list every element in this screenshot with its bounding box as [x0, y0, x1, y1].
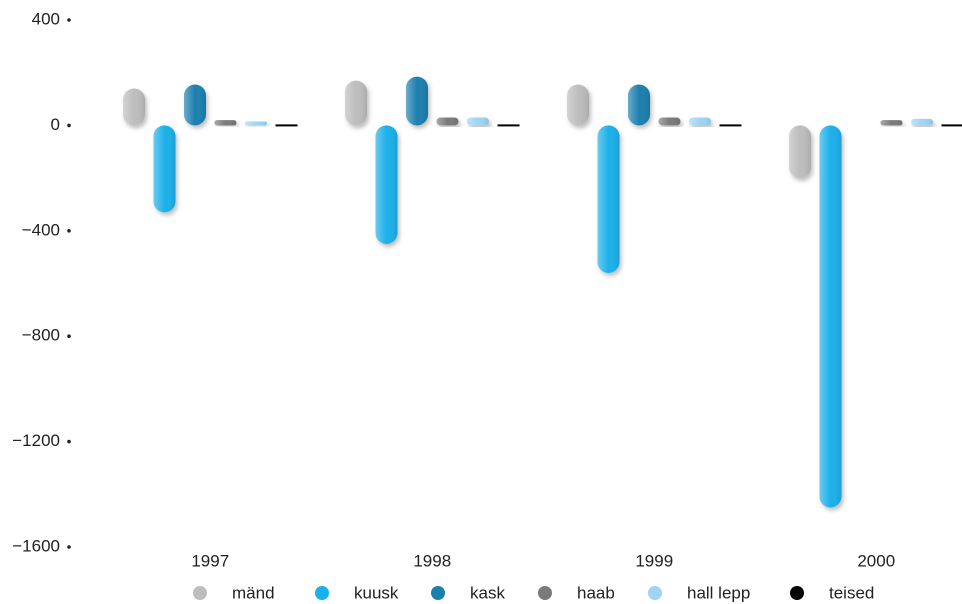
y-tick-label: −400	[22, 220, 60, 239]
x-tick-label: 1998	[413, 551, 451, 570]
legend-swatch	[431, 586, 445, 600]
bar-shine	[345, 80, 367, 126]
y-tick-label: −800	[22, 326, 60, 345]
legend-swatch	[538, 586, 552, 600]
bar-shine	[819, 125, 842, 508]
legend-label: haab	[577, 583, 615, 602]
y-tick	[67, 439, 71, 444]
bar-shine	[436, 117, 459, 126]
y-tick	[67, 334, 71, 339]
bar-shine	[184, 84, 206, 126]
legend-label: mänd	[232, 583, 275, 602]
bar-shine	[375, 125, 398, 244]
bar-shine	[406, 76, 428, 126]
legend-swatch	[315, 586, 329, 600]
bar-shine	[658, 117, 681, 126]
x-tick-label: 1999	[635, 551, 673, 570]
bar-shine	[214, 120, 237, 126]
legend-swatch	[648, 586, 662, 600]
bar	[497, 124, 520, 127]
y-tick-label: −1200	[12, 431, 60, 450]
y-tick	[67, 545, 71, 549]
y-tick	[67, 123, 71, 128]
bar-shine	[911, 118, 933, 126]
bar-shine	[628, 84, 650, 126]
bar-shine	[153, 125, 176, 213]
x-tick-label: 1997	[191, 551, 229, 570]
bar-shine	[567, 84, 589, 126]
bar	[941, 124, 962, 127]
y-tick-label: −1600	[12, 536, 60, 555]
legend-label: teised	[829, 583, 874, 602]
bar-shine	[245, 121, 267, 126]
bar-shine	[467, 117, 489, 126]
bar-shine	[689, 117, 711, 126]
legend-swatch	[193, 586, 207, 600]
y-tick-label: 400	[32, 9, 60, 28]
legend-label: kask	[470, 583, 505, 602]
bar-shine	[123, 88, 145, 126]
legend-label: kuusk	[354, 583, 399, 602]
bar-shine	[880, 120, 903, 126]
bar-shine	[597, 125, 620, 273]
y-tick	[67, 229, 71, 233]
x-tick-label: 2000	[857, 551, 895, 570]
bar	[719, 124, 742, 127]
legend-swatch	[790, 586, 804, 600]
bar	[275, 124, 298, 127]
y-tick	[67, 18, 71, 22]
bar-shine	[789, 125, 811, 179]
y-tick-label: 0	[51, 115, 60, 134]
legend-label: hall lepp	[687, 583, 750, 602]
